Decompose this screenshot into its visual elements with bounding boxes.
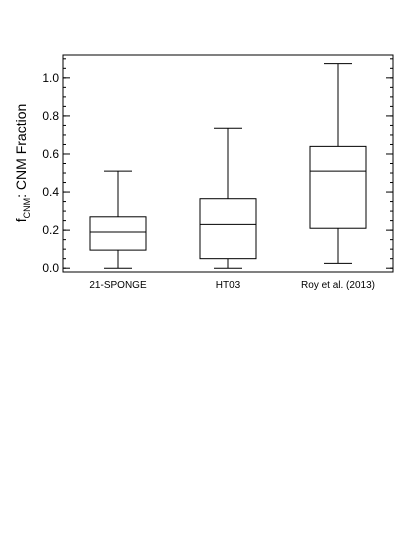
category-label: Roy et al. (2013) [301,280,375,291]
major-ticks [63,77,393,269]
y-axis-label: fCNM: CNM Fraction [13,104,32,223]
box-3 [309,63,367,264]
iqr-box [309,145,367,229]
y-tick-label: 0.2 [42,223,59,237]
y-axis-label-rest: : CNM Fraction [13,104,29,198]
y-axis-label-subscript: CNM [22,198,32,219]
y-tick-label: 0.4 [42,185,59,199]
boxes [89,63,367,269]
y-tick-labels: 0.0 0.2 0.4 0.6 0.8 1.0 [42,71,59,275]
iqr-box [199,198,257,260]
y-tick-label: 0.8 [42,109,59,123]
category-label: HT03 [216,280,241,291]
box-2 [199,127,257,269]
y-tick-label: 1.0 [42,71,59,85]
box-1 [89,170,147,269]
iqr-box [89,216,147,251]
y-axis-label-main: f [13,218,29,222]
category-labels: 21-SPONGE HT03 Roy et al. (2013) [89,280,375,291]
category-label: 21-SPONGE [89,280,147,291]
y-tick-label: 0.6 [42,147,59,161]
y-tick-label: 0.0 [42,261,59,275]
